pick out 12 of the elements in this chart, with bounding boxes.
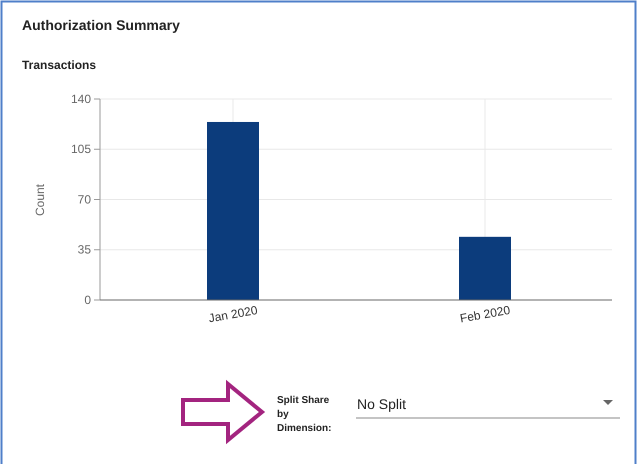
text: Split Share by Dimension: xyxy=(277,395,332,434)
y-tick-label: 140 xyxy=(70,92,92,106)
text: No Split xyxy=(357,396,406,412)
x-tick-label: Jan 2020 xyxy=(208,302,259,326)
y-tick-label: 105 xyxy=(70,142,92,156)
chart-title: Authorization Summary xyxy=(22,17,180,33)
x-tick-label: Feb 2020 xyxy=(458,302,512,326)
chart-subtitle: Transactions xyxy=(22,58,96,72)
y-tick-label: 70 xyxy=(78,192,92,206)
y-tick-label: 35 xyxy=(78,242,92,257)
y-axis-title: Count xyxy=(33,183,47,216)
y-tick-label: 0 xyxy=(84,292,92,307)
